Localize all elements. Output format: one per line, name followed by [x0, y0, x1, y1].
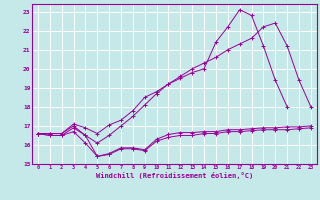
X-axis label: Windchill (Refroidissement éolien,°C): Windchill (Refroidissement éolien,°C) [96, 172, 253, 179]
